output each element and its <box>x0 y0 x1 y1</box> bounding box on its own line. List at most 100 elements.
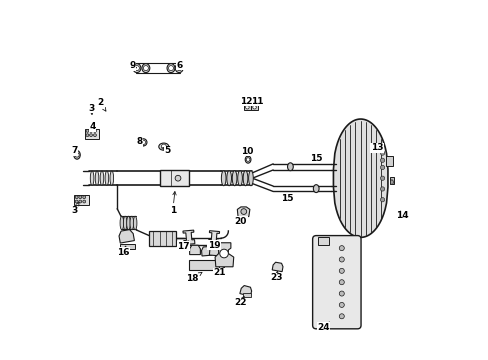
Text: 14: 14 <box>395 211 408 220</box>
Text: 13: 13 <box>370 143 383 152</box>
Ellipse shape <box>142 64 149 73</box>
Circle shape <box>93 130 96 132</box>
Ellipse shape <box>221 171 225 186</box>
Ellipse shape <box>313 185 319 193</box>
Circle shape <box>246 158 249 161</box>
Polygon shape <box>209 247 218 256</box>
Bar <box>149 231 176 246</box>
Bar <box>85 129 99 139</box>
Ellipse shape <box>237 171 242 186</box>
Bar <box>251 101 257 110</box>
Bar <box>188 260 219 270</box>
Ellipse shape <box>120 216 123 230</box>
Circle shape <box>79 200 81 203</box>
Circle shape <box>176 66 182 71</box>
Text: 7: 7 <box>71 146 77 156</box>
Bar <box>386 156 392 166</box>
Ellipse shape <box>100 171 103 185</box>
Circle shape <box>86 130 89 132</box>
Text: 2: 2 <box>97 98 106 111</box>
Ellipse shape <box>130 216 133 230</box>
Circle shape <box>89 134 92 136</box>
Circle shape <box>75 153 79 157</box>
Ellipse shape <box>90 171 94 185</box>
Circle shape <box>175 175 181 181</box>
Text: 19: 19 <box>207 240 220 250</box>
Polygon shape <box>183 230 195 245</box>
Polygon shape <box>120 244 135 249</box>
Polygon shape <box>239 285 251 296</box>
Bar <box>389 177 393 184</box>
Circle shape <box>380 151 384 155</box>
Ellipse shape <box>389 180 392 184</box>
Circle shape <box>339 246 344 251</box>
Ellipse shape <box>133 216 137 230</box>
Text: 10: 10 <box>241 147 253 157</box>
Polygon shape <box>242 293 250 297</box>
Ellipse shape <box>232 171 237 186</box>
Polygon shape <box>119 230 134 243</box>
Text: 3: 3 <box>71 202 79 215</box>
Circle shape <box>86 134 89 136</box>
Text: 16: 16 <box>117 246 129 257</box>
Ellipse shape <box>140 139 147 146</box>
Text: 18: 18 <box>186 273 202 283</box>
Ellipse shape <box>226 171 231 186</box>
Bar <box>74 195 88 205</box>
Ellipse shape <box>110 171 113 185</box>
Circle shape <box>89 130 92 132</box>
Polygon shape <box>189 245 200 255</box>
Text: 1: 1 <box>169 192 176 215</box>
Ellipse shape <box>175 64 183 73</box>
Text: 4: 4 <box>89 122 96 131</box>
Text: 22: 22 <box>234 296 246 307</box>
Bar <box>317 237 328 244</box>
Circle shape <box>161 144 166 149</box>
Ellipse shape <box>244 156 250 163</box>
Circle shape <box>339 314 344 319</box>
Circle shape <box>219 249 228 258</box>
Text: 17: 17 <box>177 241 189 251</box>
Polygon shape <box>89 126 97 137</box>
Text: 21: 21 <box>213 267 225 277</box>
Text: 8: 8 <box>136 138 143 147</box>
Text: 23: 23 <box>270 271 283 282</box>
Ellipse shape <box>243 171 247 186</box>
Circle shape <box>339 268 344 273</box>
Ellipse shape <box>167 64 175 73</box>
Circle shape <box>143 66 148 71</box>
Text: 5: 5 <box>163 146 170 155</box>
Circle shape <box>339 280 344 285</box>
Circle shape <box>93 134 96 136</box>
Ellipse shape <box>159 143 168 150</box>
Ellipse shape <box>105 171 108 185</box>
Circle shape <box>245 105 249 109</box>
Text: 6: 6 <box>175 61 183 70</box>
Circle shape <box>380 165 384 170</box>
Text: 15: 15 <box>281 194 293 203</box>
Circle shape <box>168 66 173 71</box>
Ellipse shape <box>287 163 293 171</box>
Circle shape <box>380 198 384 202</box>
Text: 3: 3 <box>88 104 94 114</box>
Circle shape <box>339 257 344 262</box>
Bar <box>244 101 250 110</box>
Ellipse shape <box>133 64 141 73</box>
Ellipse shape <box>74 150 80 159</box>
FancyBboxPatch shape <box>312 235 360 329</box>
Ellipse shape <box>95 171 99 185</box>
Ellipse shape <box>123 216 127 230</box>
Circle shape <box>75 200 78 203</box>
Circle shape <box>380 187 384 191</box>
Text: 24: 24 <box>316 322 329 332</box>
Polygon shape <box>201 247 212 256</box>
Circle shape <box>141 140 145 144</box>
Circle shape <box>82 196 85 199</box>
Circle shape <box>79 196 81 199</box>
Polygon shape <box>208 231 219 244</box>
Circle shape <box>252 105 256 109</box>
Text: 9: 9 <box>129 62 136 71</box>
Circle shape <box>339 291 344 296</box>
Polygon shape <box>272 262 283 272</box>
Circle shape <box>134 66 139 71</box>
